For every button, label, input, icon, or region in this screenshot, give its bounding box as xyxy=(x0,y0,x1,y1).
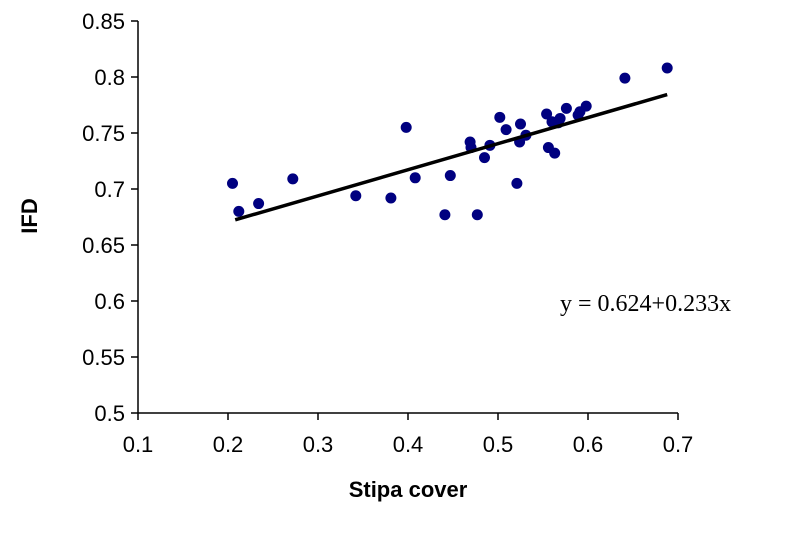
x-axis-title: Stipa cover xyxy=(349,477,468,502)
data-point xyxy=(253,198,265,210)
data-point xyxy=(479,152,490,164)
x-tick-label: 0.6 xyxy=(573,432,604,457)
data-point xyxy=(494,111,506,123)
data-point xyxy=(661,62,673,74)
data-point xyxy=(444,170,456,182)
data-point xyxy=(350,190,362,202)
data-point xyxy=(500,124,512,136)
x-tick-label: 0.5 xyxy=(483,432,514,457)
y-axis-ticks: 0.5 0.55 0.6 0.65 0.7 0.75 0.8 0.85 xyxy=(82,9,138,426)
x-axis-ticks: 0.1 0.2 0.3 0.4 0.5 0.6 0.7 xyxy=(123,413,694,457)
y-tick-label: 0.5 xyxy=(94,401,125,426)
y-tick-label: 0.7 xyxy=(94,177,125,202)
data-point xyxy=(549,147,561,159)
x-tick-label: 0.2 xyxy=(213,432,244,457)
data-point xyxy=(400,121,412,133)
y-axis-title: IFD xyxy=(17,198,42,233)
data-point xyxy=(580,100,592,112)
y-tick-label: 0.65 xyxy=(82,233,125,258)
data-point xyxy=(554,112,566,124)
data-point xyxy=(511,177,523,189)
y-tick-label: 0.75 xyxy=(82,121,125,146)
y-tick-label: 0.8 xyxy=(94,65,125,90)
trendline xyxy=(234,92,668,222)
trendline-equation: y = 0.624+0.233x xyxy=(560,291,731,317)
x-tick-label: 0.7 xyxy=(663,432,694,457)
x-tick-label: 0.1 xyxy=(123,432,154,457)
data-point xyxy=(287,173,299,185)
data-point xyxy=(541,108,553,120)
x-tick-label: 0.4 xyxy=(393,432,424,457)
data-points xyxy=(227,62,673,221)
data-point xyxy=(227,177,238,189)
y-tick-label: 0.55 xyxy=(82,345,125,370)
data-point xyxy=(619,72,631,84)
y-tick-label: 0.85 xyxy=(82,9,125,34)
y-tick-label: 0.6 xyxy=(94,289,125,314)
x-tick-label: 0.3 xyxy=(303,432,334,457)
data-point xyxy=(515,118,526,130)
data-point xyxy=(385,192,397,204)
data-point xyxy=(439,209,451,221)
data-point xyxy=(233,205,245,217)
data-point xyxy=(409,172,421,184)
data-point xyxy=(471,209,483,221)
data-point xyxy=(560,102,572,114)
